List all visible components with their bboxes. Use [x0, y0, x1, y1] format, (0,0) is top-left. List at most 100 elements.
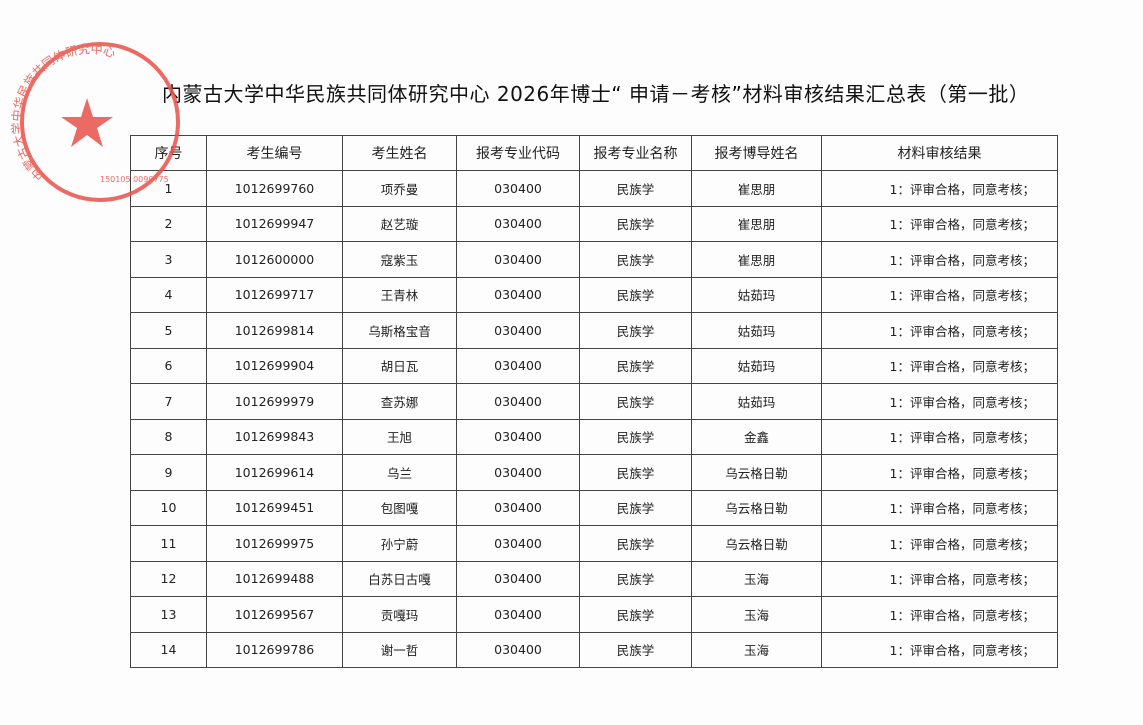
- supervisor-name: 玉海: [691, 560, 822, 597]
- major-code: 030400: [456, 454, 580, 491]
- header-row: 序号 考生编号 考生姓名 报考专业代码 报考专业名称 报考博导姓名 材料审核结果: [130, 135, 1058, 171]
- review-result: 1：评审合格，同意考核；: [821, 312, 1058, 349]
- row-number: 5: [130, 312, 207, 349]
- candidate-name: 胡日瓦: [342, 347, 457, 384]
- candidate-name: 王旭: [342, 418, 457, 455]
- column-header: 考生姓名: [342, 135, 457, 171]
- column-header: 报考专业代码: [456, 135, 580, 171]
- seal-code: 150105 0090775: [100, 175, 169, 184]
- candidate-name: 贡嘎玛: [342, 596, 457, 633]
- column-header: 报考专业名称: [579, 135, 692, 171]
- supervisor-name: 金鑫: [691, 418, 822, 455]
- review-result: 1：评审合格，同意考核；: [821, 241, 1058, 278]
- major-code: 030400: [456, 631, 580, 668]
- candidate-name: 王青林: [342, 276, 457, 313]
- table-row: 14 1012699786 谢一哲 030400 民族学 玉海 1：评审合格，同意考核；: [130, 631, 1058, 668]
- review-result: 1：评审合格，同意考核；: [821, 631, 1058, 668]
- major-name: 民族学: [579, 525, 692, 562]
- candidate-name: 包图嘎: [342, 489, 457, 526]
- row-number: 13: [130, 596, 207, 633]
- candidate-name: 查苏娜: [342, 383, 457, 420]
- table-row: 13 1012699567 贡嘎玛 030400 民族学 玉海 1：评审合格，同意考核；: [130, 596, 1058, 633]
- candidate-name: 赵艺璇: [342, 205, 457, 242]
- column-header: 报考博导姓名: [691, 135, 822, 171]
- candidate-id: 1012699488: [206, 560, 343, 597]
- official-seal-stamp: 内蒙古大学中华民族共同体研究中心 150105 0090775: [9, 41, 180, 202]
- supervisor-name: 玉海: [691, 596, 822, 633]
- major-code: 030400: [456, 560, 580, 597]
- major-name: 民族学: [579, 418, 692, 455]
- major-code: 030400: [456, 205, 580, 242]
- review-result: 1：评审合格，同意考核；: [821, 454, 1058, 491]
- candidate-name: 寇紫玉: [342, 241, 457, 278]
- review-result: 1：评审合格，同意考核；: [821, 347, 1058, 384]
- major-name: 民族学: [579, 560, 692, 597]
- candidate-id: 1012699904: [206, 347, 343, 384]
- supervisor-name: 崔思朋: [691, 241, 822, 278]
- major-code: 030400: [456, 525, 580, 562]
- review-result: 1：评审合格，同意考核；: [821, 383, 1058, 420]
- candidate-id: 1012699717: [206, 276, 343, 313]
- candidate-id: 1012699760: [206, 170, 343, 207]
- candidate-id: 1012699979: [206, 383, 343, 420]
- candidate-id: 1012699786: [206, 631, 343, 668]
- row-number: 14: [130, 631, 207, 668]
- svg-text:内蒙古大学中华民族共同体研究中心: 内蒙古大学中华民族共同体研究中心: [9, 41, 117, 183]
- column-header: 序号: [130, 135, 207, 171]
- supervisor-name: 乌云格日勒: [691, 489, 822, 526]
- table-row: 8 1012699843 王旭 030400 民族学 金鑫 1：评审合格，同意考核；: [130, 418, 1058, 455]
- review-result: 1：评审合格，同意考核；: [821, 560, 1058, 597]
- document-title: 内蒙古大学中华民族共同体研究中心 2026年博士“ 申请－考核”材料审核结果汇总…: [162, 82, 1030, 106]
- star-icon: [61, 98, 113, 147]
- candidate-id: 1012600000: [206, 241, 343, 278]
- major-name: 民族学: [579, 170, 692, 207]
- candidate-id: 1012699975: [206, 525, 343, 562]
- candidate-name: 孙宁蔚: [342, 525, 457, 562]
- supervisor-name: 乌云格日勒: [691, 454, 822, 491]
- candidate-id: 1012699843: [206, 418, 343, 455]
- supervisor-name: 崔思朋: [691, 205, 822, 242]
- results-table: 序号 考生编号 考生姓名 报考专业代码 报考专业名称 报考博导姓名 材料审核结果 1 1012…: [130, 135, 1058, 668]
- major-code: 030400: [456, 276, 580, 313]
- candidate-id: 1012699814: [206, 312, 343, 349]
- seal-ring: [20, 42, 180, 202]
- review-result: 1：评审合格，同意考核；: [821, 489, 1058, 526]
- table-row: 12 1012699488 白苏日古嘎 030400 民族学 玉海 1：评审合格，同意考核；: [130, 560, 1058, 597]
- table-row: 10 1012699451 包图嘎 030400 民族学 乌云格日勒 1：评审合格，同意考核…: [130, 489, 1058, 526]
- supervisor-name: 玉海: [691, 631, 822, 668]
- supervisor-name: 姑茹玛: [691, 312, 822, 349]
- candidate-name: 项乔曼: [342, 170, 457, 207]
- candidate-id: 1012699947: [206, 205, 343, 242]
- major-name: 民族学: [579, 276, 692, 313]
- review-result: 1：评审合格，同意考核；: [821, 276, 1058, 313]
- major-code: 030400: [456, 596, 580, 633]
- major-code: 030400: [456, 383, 580, 420]
- table-row: 3 1012600000 寇紫玉 030400 民族学 崔思朋 1：评审合格，同意考核；: [130, 241, 1058, 278]
- row-number: 11: [130, 525, 207, 562]
- review-result: 1：评审合格，同意考核；: [821, 525, 1058, 562]
- seal-text: 内蒙古大学中华民族共同体研究中心: [9, 41, 117, 183]
- major-name: 民族学: [579, 312, 692, 349]
- major-name: 民族学: [579, 347, 692, 384]
- row-number: 4: [130, 276, 207, 313]
- column-header: 材料审核结果: [821, 135, 1058, 171]
- supervisor-name: 乌云格日勒: [691, 525, 822, 562]
- table-row: 6 1012699904 胡日瓦 030400 民族学 姑茹玛 1：评审合格，同意考核；: [130, 347, 1058, 384]
- review-result: 1：评审合格，同意考核；: [821, 418, 1058, 455]
- major-code: 030400: [456, 312, 580, 349]
- candidate-name: 乌斯格宝音: [342, 312, 457, 349]
- row-number: 9: [130, 454, 207, 491]
- major-name: 民族学: [579, 383, 692, 420]
- candidate-name: 乌兰: [342, 454, 457, 491]
- candidate-name: 白苏日古嘎: [342, 560, 457, 597]
- major-code: 030400: [456, 241, 580, 278]
- candidate-id: 1012699567: [206, 596, 343, 633]
- supervisor-name: 姑茹玛: [691, 276, 822, 313]
- table-row: 2 1012699947 赵艺璇 030400 民族学 崔思朋 1：评审合格，同意考核；: [130, 205, 1058, 242]
- review-result: 1：评审合格，同意考核；: [821, 205, 1058, 242]
- row-number: 12: [130, 560, 207, 597]
- table-row: 1 1012699760 项乔曼 030400 民族学 崔思朋 1：评审合格，同意考核；: [130, 170, 1058, 207]
- major-code: 030400: [456, 170, 580, 207]
- row-number: 7: [130, 383, 207, 420]
